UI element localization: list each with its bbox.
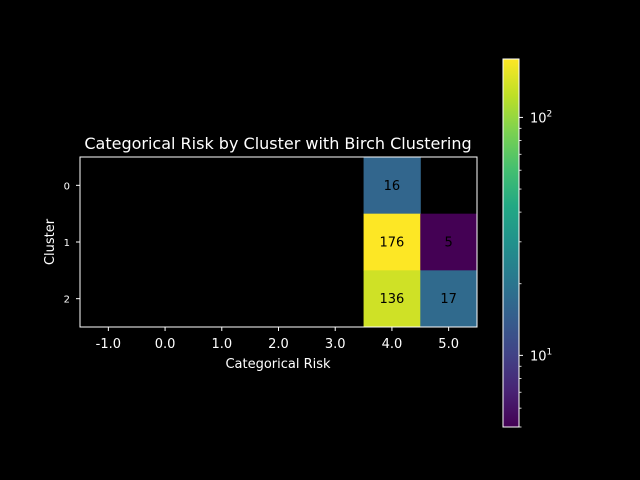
x-tick-label: 5.0: [438, 337, 459, 352]
x-tick-label: -1.0: [96, 337, 121, 352]
x-tick-label: 2.0: [268, 337, 289, 352]
cell-value-label: 136: [380, 292, 405, 307]
y-tick-label: 1: [64, 238, 70, 249]
heatmap-cell: [420, 270, 478, 328]
x-tick-label: 3.0: [325, 337, 346, 352]
chart-title: Categorical Risk by Cluster with Birch C…: [84, 134, 471, 153]
x-axis-label: Categorical Risk: [225, 357, 331, 372]
x-tick-label: 0.0: [155, 337, 176, 352]
heatmap-cell: [363, 157, 421, 215]
heatmap-cells: [363, 157, 478, 328]
cell-value-label: 16: [384, 179, 401, 194]
colorbar: [502, 58, 520, 428]
x-tick-label: 4.0: [382, 337, 403, 352]
y-axis-ticks: 0 1 2: [64, 181, 80, 306]
y-tick-label: 2: [64, 295, 70, 306]
heatmap-cell: [363, 213, 421, 271]
y-axis-label: Cluster: [43, 218, 58, 265]
cell-value-labels: 16 176 5 136 17: [380, 179, 457, 307]
cell-value-label: 5: [445, 236, 453, 251]
heatmap-cell: [420, 213, 478, 271]
cell-value-label: 176: [380, 236, 405, 251]
heatmap-cell: [363, 270, 421, 328]
y-tick-label: 0: [64, 181, 70, 192]
x-axis-ticks: -1.0 0.0 1.0 2.0 3.0 4.0 5.0: [96, 327, 459, 352]
x-tick-label: 1.0: [211, 337, 232, 352]
cell-value-label: 17: [440, 292, 457, 307]
